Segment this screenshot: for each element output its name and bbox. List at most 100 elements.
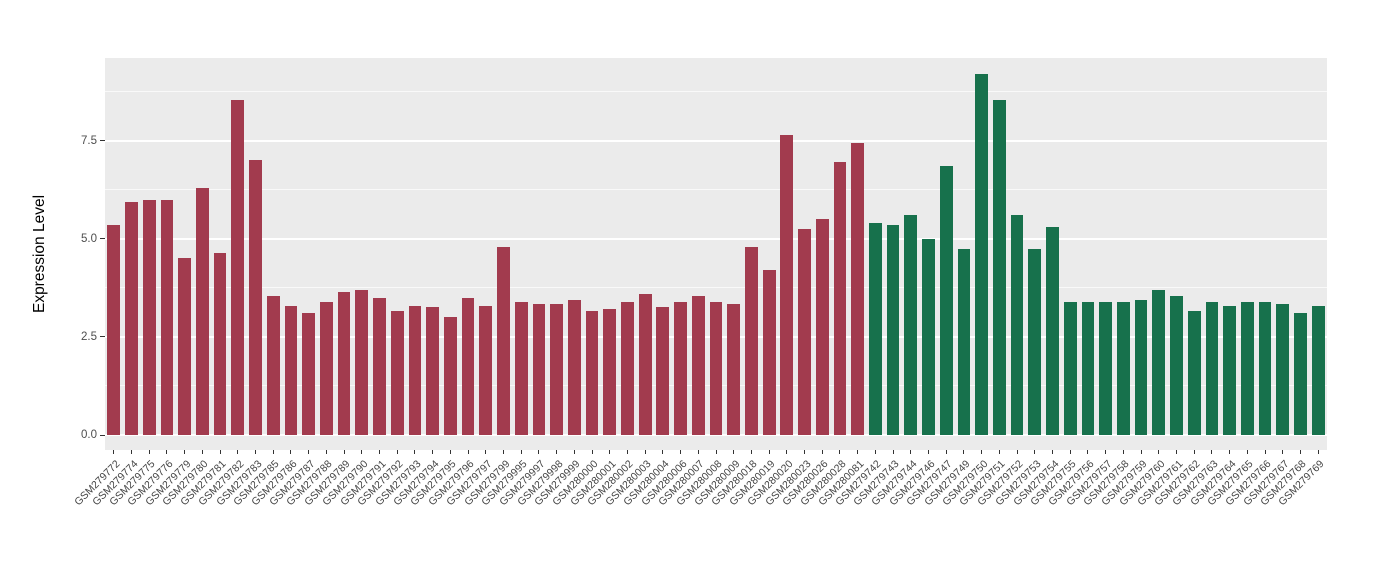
x-tick-mark: [1016, 450, 1018, 454]
bar: [1311, 305, 1325, 435]
x-tick-mark: [874, 450, 876, 454]
bar: [904, 215, 918, 435]
bar: [1116, 301, 1130, 435]
x-tick-mark: [1158, 450, 1160, 454]
x-tick-mark: [255, 450, 257, 454]
x-tick-mark: [379, 450, 380, 454]
bar: [922, 238, 935, 435]
bar: [975, 74, 989, 435]
x-tick-mark: [768, 450, 770, 454]
x-tick-mark: [715, 450, 717, 454]
x-tick-mark: [1229, 450, 1231, 454]
x-tick-mark: [308, 450, 310, 454]
gridline-major: [105, 139, 1327, 142]
x-tick-mark: [1069, 450, 1071, 454]
x-tick-mark: [697, 450, 699, 454]
bar: [320, 301, 333, 435]
bar: [1134, 299, 1148, 435]
x-tick-mark: [219, 450, 221, 454]
y-tick-label: 7.5: [81, 134, 97, 147]
bar: [196, 187, 209, 435]
bar: [1028, 248, 1042, 435]
x-tick-mark: [343, 450, 345, 454]
x-tick-mark: [325, 450, 327, 454]
bar: [691, 295, 705, 435]
bar: [1046, 227, 1059, 435]
x-tick-mark: [432, 450, 434, 454]
x-tick-mark: [1051, 450, 1053, 454]
x-tick-mark: [148, 450, 150, 454]
x-tick-mark: [272, 450, 274, 454]
y-tick-mark: [100, 140, 105, 142]
x-tick-mark: [113, 450, 115, 454]
bar: [249, 160, 262, 435]
x-tick-mark: [1122, 450, 1124, 454]
x-tick-mark: [750, 450, 752, 454]
x-tick-mark: [626, 450, 628, 454]
bar: [1205, 301, 1219, 435]
bar: [638, 293, 652, 435]
x-tick-mark: [166, 450, 168, 454]
bar: [479, 305, 493, 435]
bar: [709, 301, 723, 435]
x-tick-mark: [573, 450, 575, 454]
x-tick-mark: [1299, 450, 1301, 454]
bar: [1081, 301, 1095, 435]
x-tick-mark: [556, 450, 558, 454]
x-tick-mark: [733, 450, 735, 454]
bar: [1170, 295, 1183, 435]
x-tick-mark: [892, 450, 894, 454]
x-tick-mark: [184, 450, 186, 454]
bar: [851, 142, 865, 435]
x-tick-mark: [998, 450, 1000, 454]
x-tick-mark: [467, 450, 469, 454]
x-tick-mark: [1317, 450, 1319, 454]
bar: [532, 303, 546, 435]
bar: [426, 307, 439, 435]
y-tick-mark: [100, 434, 105, 436]
x-tick-mark: [396, 450, 398, 454]
x-tick-mark: [1282, 450, 1284, 454]
bar: [337, 291, 351, 435]
bar: [674, 301, 687, 435]
bar: [798, 228, 811, 435]
x-tick-mark: [502, 450, 504, 454]
y-tick-label: 5.0: [81, 232, 97, 245]
y-tick-label: 2.5: [81, 330, 97, 343]
bar: [373, 297, 386, 435]
bar: [1187, 311, 1201, 435]
x-tick-mark: [485, 450, 487, 454]
bar: [302, 313, 316, 435]
x-tick-mark: [237, 450, 239, 454]
bar: [1240, 301, 1254, 435]
bar: [390, 311, 404, 435]
bar: [1294, 313, 1307, 435]
bar: [1258, 301, 1272, 435]
x-tick-mark: [1193, 450, 1195, 454]
x-tick-mark: [131, 450, 133, 454]
x-tick-mark: [449, 450, 451, 454]
bar: [107, 225, 121, 435]
x-tick-mark: [786, 450, 788, 454]
x-tick-mark: [290, 450, 292, 454]
x-tick-mark: [945, 450, 947, 454]
bar: [160, 199, 174, 435]
x-tick-mark: [591, 450, 593, 454]
bar: [869, 223, 882, 435]
bar: [284, 305, 298, 435]
bar: [231, 99, 245, 435]
bar: [603, 309, 617, 435]
bar: [1010, 215, 1024, 435]
x-tick-mark: [804, 450, 806, 454]
x-tick-mark: [201, 450, 203, 454]
bar: [550, 303, 563, 435]
x-tick-mark: [662, 450, 664, 454]
bar: [1063, 301, 1077, 435]
gridline-minor: [105, 189, 1327, 191]
bar: [585, 311, 599, 435]
bar: [266, 295, 280, 435]
gridline-minor: [105, 287, 1327, 289]
x-tick-mark: [361, 450, 363, 454]
y-tick-mark: [100, 238, 105, 240]
bar: [443, 317, 457, 435]
